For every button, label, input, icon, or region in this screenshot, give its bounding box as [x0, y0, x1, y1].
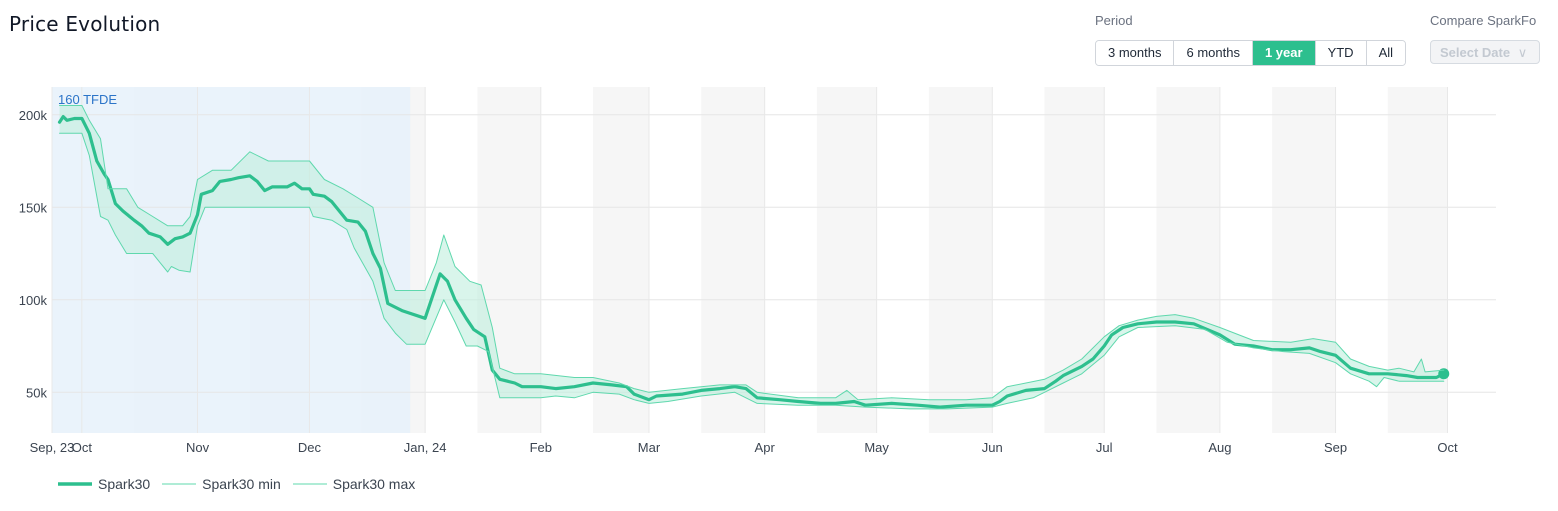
period-ytd-button[interactable]: YTD: [1315, 41, 1367, 65]
period-6-months-button[interactable]: 6 months: [1174, 41, 1253, 65]
x-tick-label: Nov: [186, 440, 210, 455]
y-tick-label: 100k: [19, 293, 48, 308]
y-tick-label: 150k: [19, 200, 48, 215]
select-date-dropdown[interactable]: Select Date ∨: [1430, 40, 1540, 64]
chevron-down-icon: ∨: [1517, 45, 1528, 60]
series-line-spark30: [57, 115, 1446, 409]
annotation-region: [52, 87, 411, 433]
period-label: Period: [1095, 13, 1133, 28]
chart-background: [52, 87, 1448, 433]
legend-label-spark30-max: Spark30 max: [332, 476, 416, 492]
x-tick-label: Dec: [298, 440, 322, 455]
x-tick-label: Sep, 23: [30, 440, 75, 455]
legend-label-spark30-min: Spark30 min: [202, 476, 281, 492]
last-point-marker: [1438, 368, 1450, 380]
y-tick-label: 200k: [19, 108, 48, 123]
period-3-months-button[interactable]: 3 months: [1096, 41, 1175, 65]
legend-item-spark30-min[interactable]: Spark30 min: [162, 476, 281, 492]
legend-swatch-spark30-max: [292, 483, 327, 485]
page-title: Price Evolution: [9, 12, 161, 36]
month-shade: [593, 87, 650, 433]
x-tick-label: May: [864, 440, 889, 455]
month-shade: [1272, 87, 1336, 433]
series-line-spark30-max: [59, 105, 1445, 401]
legend-item-spark30[interactable]: Spark30: [58, 476, 150, 492]
month-shade: [816, 87, 877, 433]
period-1-year-button[interactable]: 1 year: [1252, 41, 1316, 65]
x-tick-label: Mar: [638, 440, 661, 455]
min-max-band-fill: [59, 105, 1444, 409]
x-tick-label: Feb: [530, 440, 552, 455]
x-tick-label: Aug: [1208, 440, 1231, 455]
select-date-placeholder: Select Date: [1440, 45, 1511, 60]
y-tick-label: 50k: [26, 385, 47, 400]
chart-legend: Spark30 Spark30 min Spark30 max: [58, 476, 427, 492]
x-tick-label: Oct: [72, 440, 93, 455]
compare-label: Compare SparkFo: [1430, 13, 1537, 28]
month-shade: [1156, 87, 1220, 433]
x-tick-label: Apr: [755, 440, 776, 455]
month-shade: [701, 87, 765, 433]
annotation-label: 160 TFDE: [58, 92, 117, 107]
x-tick-label: Jun: [982, 440, 1003, 455]
legend-swatch-spark30: [58, 482, 92, 486]
x-tick-label: Jan, 24: [404, 440, 447, 455]
series-line-spark30-min: [59, 132, 1445, 410]
period-all-button[interactable]: All: [1366, 41, 1406, 65]
legend-label-spark30: Spark30: [98, 476, 151, 492]
legend-swatch-spark30-min: [162, 483, 197, 485]
month-shade: [928, 87, 993, 433]
x-tick-label: Oct: [1437, 440, 1458, 455]
x-tick-label: Sep: [1324, 440, 1347, 455]
period-selector: 3 months 6 months 1 year YTD All: [1095, 40, 1407, 66]
min-max-band: [59, 105, 1444, 409]
x-tick-label: Jul: [1096, 440, 1113, 455]
legend-item-spark30-max[interactable]: Spark30 max: [292, 476, 416, 492]
series-lines: [57, 105, 1450, 410]
